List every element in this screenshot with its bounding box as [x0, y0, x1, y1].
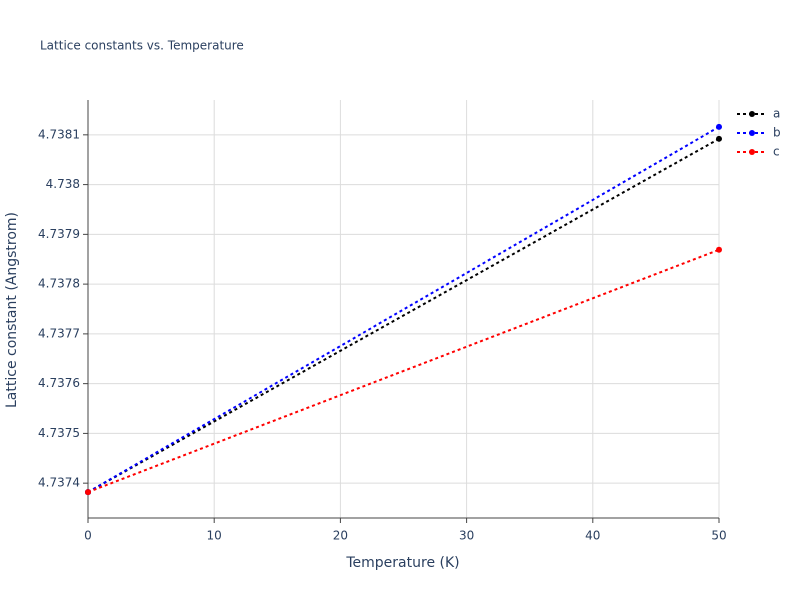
- data-point: [716, 135, 722, 142]
- y-tick-label: 4.7375: [38, 426, 80, 440]
- legend-label: a: [773, 107, 780, 121]
- x-tick-label: 50: [711, 529, 726, 543]
- y-axis-title: Lattice constant (Angstrom): [4, 212, 20, 408]
- data-point: [716, 246, 722, 253]
- y-tick-label: 4.738: [46, 177, 80, 191]
- legend-marker: [749, 149, 755, 155]
- x-tick-label: 10: [207, 529, 222, 543]
- legend-marker: [749, 111, 755, 117]
- y-tick-label: 4.7378: [38, 277, 80, 291]
- x-tick-label: 30: [459, 529, 474, 543]
- series-line: [87, 248, 720, 494]
- y-tick-label: 4.7381: [38, 127, 80, 141]
- data-point: [716, 123, 722, 130]
- series-line: [87, 126, 720, 493]
- x-tick-label: 20: [333, 529, 348, 543]
- data-point: [85, 489, 91, 496]
- legend-marker: [749, 130, 755, 136]
- y-tick-label: 4.7377: [38, 326, 80, 340]
- legend-label: b: [773, 126, 781, 140]
- x-tick-label: 0: [84, 529, 92, 543]
- chart-title: Lattice constants vs. Temperature: [40, 39, 244, 53]
- x-axis-title: Temperature (K): [345, 555, 459, 571]
- x-tick-label: 40: [585, 529, 600, 543]
- y-tick-label: 4.7376: [38, 376, 80, 390]
- legend-label: c: [773, 145, 780, 159]
- y-tick-label: 4.7374: [38, 476, 80, 490]
- y-tick-label: 4.7379: [38, 227, 80, 241]
- series-line: [87, 137, 720, 493]
